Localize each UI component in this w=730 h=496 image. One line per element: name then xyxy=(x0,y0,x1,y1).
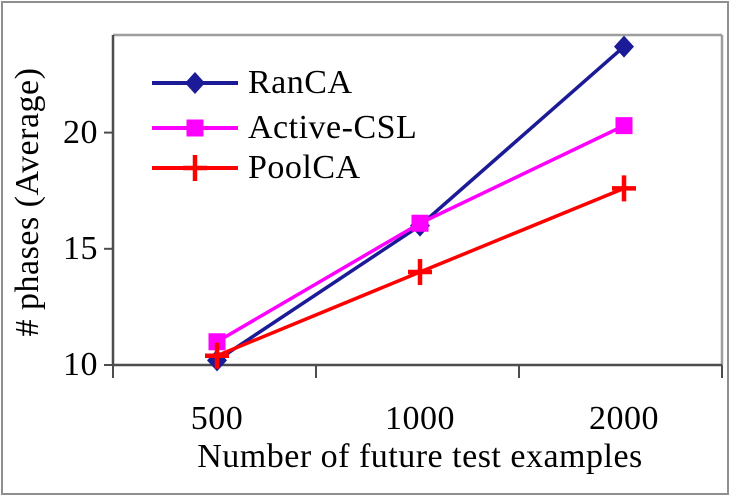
legend-label-poolca: PoolCA xyxy=(248,149,361,186)
x-axis-title: Number of future test examples xyxy=(197,438,643,475)
series-marker-Active-CSL-2000-square-icon xyxy=(615,117,633,135)
x-tick-label-1000: 1000 xyxy=(385,400,455,437)
legend-label-ranca: RanCA xyxy=(248,64,353,101)
series-marker-Active-CSL-500-square-icon xyxy=(208,333,226,351)
series-marker-RanCA-2000-diamond-icon xyxy=(614,35,634,58)
y-axis-title: # phases (Average) xyxy=(9,67,46,337)
y-tick-label-10: 10 xyxy=(63,346,98,383)
y-tick-label-15: 15 xyxy=(63,230,98,267)
legend-marker-RanCA-diamond-icon xyxy=(185,72,205,94)
y-tick-label-20: 20 xyxy=(63,114,98,151)
legend-label-active-csl: Active-CSL xyxy=(248,109,418,146)
x-tick-label-2000: 2000 xyxy=(589,400,659,437)
x-tick-label-500: 500 xyxy=(190,400,244,437)
legend-marker-Active-CSL-square-icon xyxy=(186,119,204,137)
series-marker-Active-CSL-1000-square-icon xyxy=(411,214,429,232)
